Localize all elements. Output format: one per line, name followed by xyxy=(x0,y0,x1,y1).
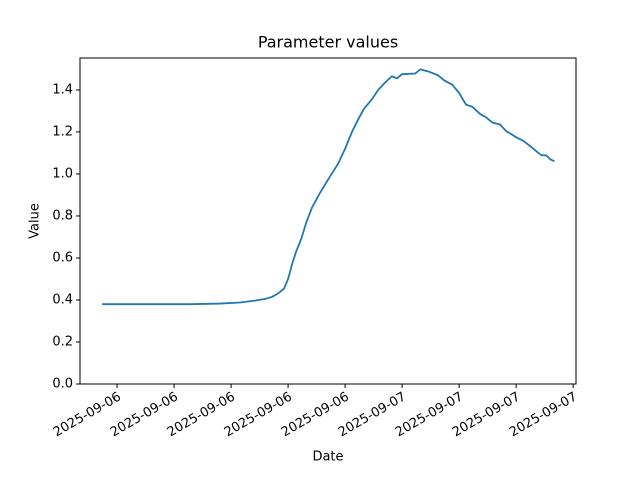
y-tick-label: 0.4 xyxy=(52,292,73,307)
plot-frame xyxy=(79,57,577,385)
data-line xyxy=(102,68,555,306)
y-tick-label: 1.0 xyxy=(52,166,73,181)
y-tick-label: 0.2 xyxy=(52,334,73,349)
y-tick-label: 0.8 xyxy=(52,208,73,223)
chart-title: Parameter values xyxy=(258,33,398,52)
y-tick-label: 0.6 xyxy=(52,250,73,265)
y-tick-label: 1.4 xyxy=(52,82,73,97)
y-tick-label: 0.0 xyxy=(52,377,73,392)
x-axis-label: Date xyxy=(312,450,343,465)
y-axis-label: Value xyxy=(28,203,43,239)
y-tick-label: 1.2 xyxy=(52,124,73,139)
